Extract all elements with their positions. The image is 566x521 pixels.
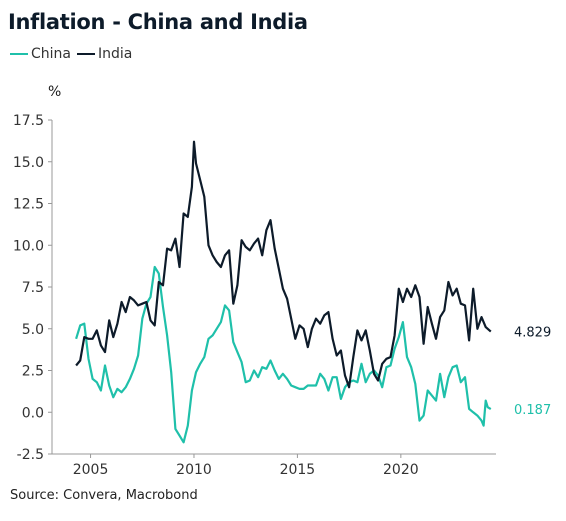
y-tick-label: 12.5: [13, 197, 44, 213]
source-note: Source: Convera, Macrobond: [10, 488, 198, 503]
series-line-china: [75, 265, 492, 444]
x-axis: 2005 2010 2015 2020: [52, 453, 496, 478]
y-tick-label: 0.0: [22, 405, 44, 421]
chart-title: Inflation - China and India: [8, 10, 308, 34]
y-axis: -2.5 0.0 2.5 5.0 7.5 10.0 12.5 15.0 17.5: [13, 113, 53, 463]
legend: China India: [10, 46, 138, 62]
y-axis-unit-label: %: [48, 84, 62, 100]
y-tick-label: 5.0: [22, 322, 44, 338]
legend-label-india: India: [98, 46, 133, 62]
legend-swatch-india: [77, 53, 95, 55]
legend-item-china: China: [10, 46, 71, 62]
legend-swatch-china: [10, 53, 28, 55]
end-labels: 0.187 4.829: [514, 326, 551, 419]
x-tick-label: 2005: [73, 462, 109, 478]
series-lines: [75, 140, 492, 444]
series-line-india: [75, 140, 492, 389]
legend-item-india: India: [77, 46, 132, 62]
y-tick-label: 15.0: [13, 155, 44, 171]
y-tick-label: 17.5: [13, 113, 44, 129]
x-tick-label: 2020: [383, 462, 419, 478]
end-label-china: 0.187: [514, 403, 551, 418]
y-tick-label: 10.0: [13, 238, 44, 254]
x-tick-label: 2010: [176, 462, 212, 478]
legend-label-china: China: [31, 46, 71, 62]
y-tick-label: 7.5: [22, 280, 44, 296]
y-tick-label: -2.5: [17, 447, 44, 463]
end-label-india: 4.829: [514, 326, 551, 341]
y-tick-label: 2.5: [22, 364, 44, 380]
x-tick-label: 2015: [280, 462, 316, 478]
